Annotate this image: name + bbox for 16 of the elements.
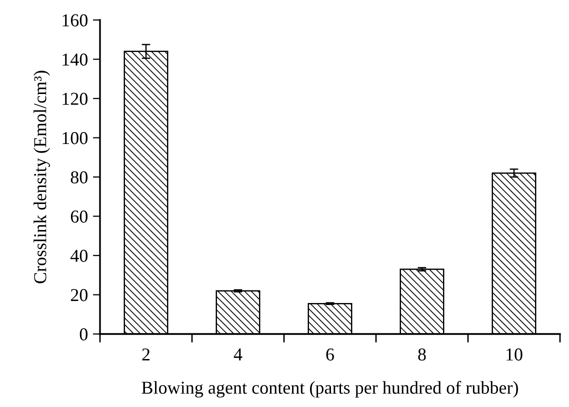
- y-tick-label: 20: [70, 289, 88, 302]
- x-tick-label: 10: [506, 348, 522, 361]
- y-tick-label: 100: [62, 132, 88, 144]
- y-tick-label: 120: [62, 92, 88, 105]
- y-tick-label: 60: [70, 210, 88, 223]
- x-tick-label: 8: [418, 348, 426, 361]
- x-tick-label: 4: [234, 348, 242, 360]
- y-tick-label: 0: [80, 328, 88, 340]
- x-tick-label: 6: [326, 348, 334, 361]
- y-tick-label: 80: [70, 171, 88, 184]
- x-axis-title: Blowing agent content (parts per hundred of rubber): [142, 380, 518, 398]
- y-tick-label: 40: [70, 250, 88, 262]
- y-tick-label: 140: [62, 54, 88, 66]
- x-tick-label: 2: [142, 348, 150, 360]
- y-axis-title: Crosslink density (Emol/cm³): [34, 70, 50, 284]
- y-tick-label: 160: [62, 14, 88, 26]
